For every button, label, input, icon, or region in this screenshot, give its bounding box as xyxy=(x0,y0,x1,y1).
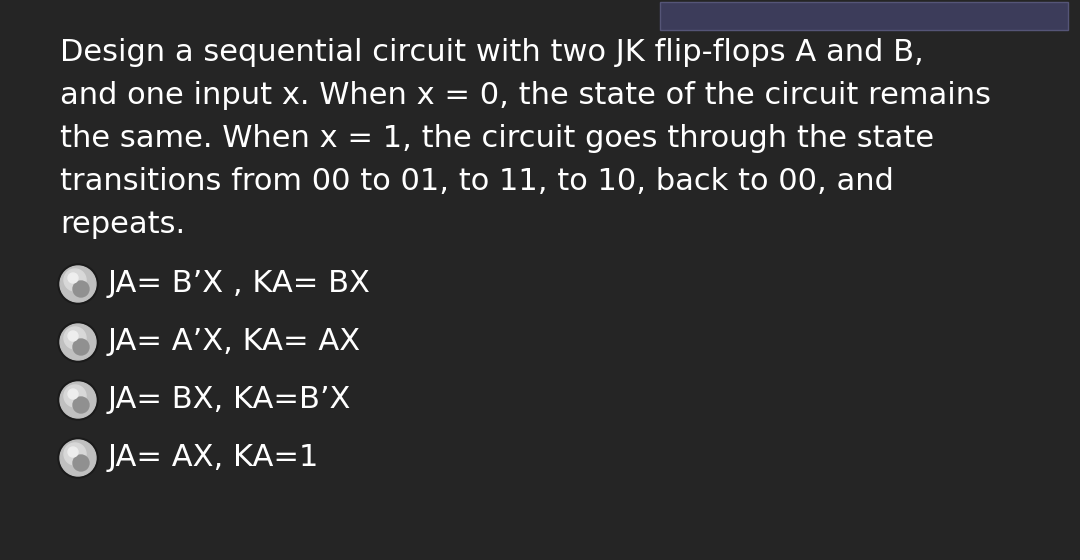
Circle shape xyxy=(64,443,86,465)
Circle shape xyxy=(60,382,96,418)
Circle shape xyxy=(64,385,86,407)
Circle shape xyxy=(73,397,89,413)
Text: and one input x. When x = 0, the state of the circuit remains: and one input x. When x = 0, the state o… xyxy=(60,81,991,110)
Text: transitions from 00 to 01, to 11, to 10, back to 00, and: transitions from 00 to 01, to 11, to 10,… xyxy=(60,167,894,196)
Circle shape xyxy=(73,281,89,297)
Circle shape xyxy=(68,447,78,457)
Circle shape xyxy=(60,266,96,302)
Circle shape xyxy=(58,380,98,420)
Circle shape xyxy=(58,322,98,362)
Circle shape xyxy=(73,455,89,471)
Circle shape xyxy=(68,389,78,399)
Circle shape xyxy=(58,438,98,478)
Circle shape xyxy=(68,331,78,341)
Circle shape xyxy=(60,440,96,476)
Text: JA= A’X, KA= AX: JA= A’X, KA= AX xyxy=(108,328,361,357)
Text: repeats.: repeats. xyxy=(60,210,185,239)
Circle shape xyxy=(60,324,96,360)
Circle shape xyxy=(73,339,89,355)
Text: JA= AX, KA=1: JA= AX, KA=1 xyxy=(108,444,320,473)
Circle shape xyxy=(68,273,78,283)
Circle shape xyxy=(64,327,86,349)
Text: JA= BX, KA=B’X: JA= BX, KA=B’X xyxy=(108,385,351,414)
Circle shape xyxy=(64,269,86,291)
Circle shape xyxy=(58,264,98,304)
Bar xyxy=(660,2,1068,30)
Text: the same. When x = 1, the circuit goes through the state: the same. When x = 1, the circuit goes t… xyxy=(60,124,934,153)
Text: Design a sequential circuit with two JK flip-flops A and B,: Design a sequential circuit with two JK … xyxy=(60,38,923,67)
Text: JA= B’X , KA= BX: JA= B’X , KA= BX xyxy=(108,269,370,298)
